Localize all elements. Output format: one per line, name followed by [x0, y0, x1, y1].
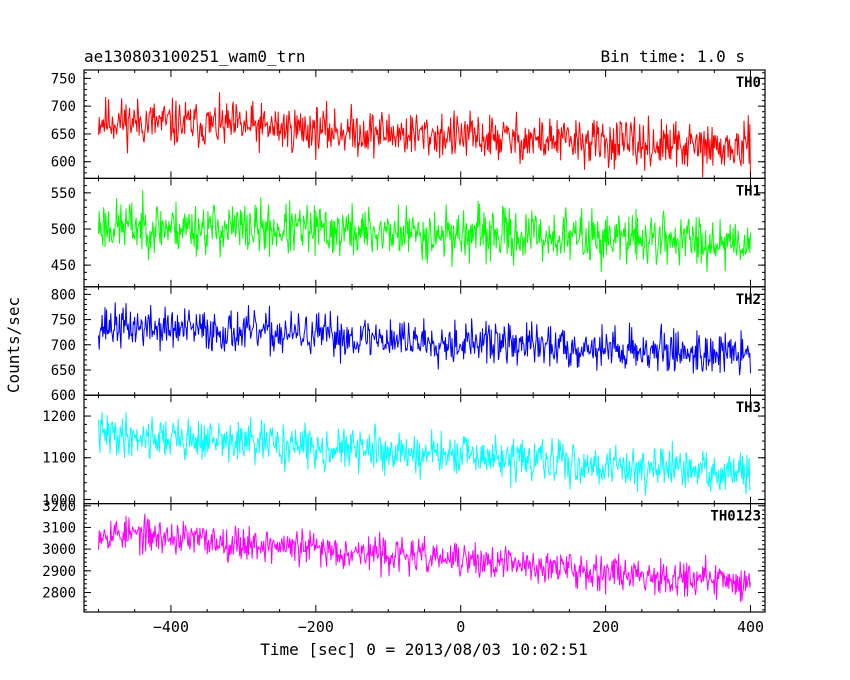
y-axis-label: Counts/sec — [4, 297, 23, 393]
series-label: TH2 — [736, 292, 761, 308]
x-tick-label: 400 — [737, 618, 764, 636]
y-tick-label: 650 — [51, 127, 76, 143]
y-tick-label: 650 — [51, 363, 76, 379]
series-line-th1 — [98, 190, 751, 273]
y-tick-label: 600 — [51, 388, 76, 404]
y-tick-label: 500 — [51, 222, 76, 238]
panel-th3: 1000 1100 1200 TH3 — [42, 394, 766, 508]
y-tick-label: 1100 — [42, 451, 76, 467]
panel-frame — [83, 503, 766, 613]
y-tick-label: 2900 — [42, 564, 76, 580]
y-tick-label: 800 — [51, 287, 76, 303]
series-label: TH0123 — [710, 509, 761, 525]
y-tick-label: 3000 — [42, 542, 76, 558]
x-tick-label: −400 — [153, 618, 189, 636]
y-tick-label: 3200 — [42, 499, 76, 515]
panel-th2: 600 650 700 750 800 TH2 — [51, 286, 766, 404]
series-line-th0123 — [98, 513, 751, 602]
y-tick-label: 550 — [51, 186, 76, 202]
panels-group: 600 650 700 750 TH0 450 500 550 TH1 600 650 700 750 8… — [42, 69, 766, 636]
y-tick-label: 700 — [51, 338, 76, 354]
series-label: TH3 — [736, 400, 761, 416]
y-tick-label: 600 — [51, 155, 76, 171]
y-tick-label: 1200 — [42, 409, 76, 425]
x-tick-label: 200 — [592, 618, 619, 636]
panel-th0123: 2800 2900 3000 3100 3200 TH0123 −400 −200 0 200 40… — [42, 499, 766, 636]
series-line-th0 — [98, 92, 751, 179]
bin-time-label: Bin time: 1.0 s — [601, 47, 746, 66]
x-tick-label: −200 — [298, 618, 334, 636]
series-label: TH1 — [736, 183, 761, 199]
y-tick-label: 450 — [51, 258, 76, 274]
y-tick-label: 2800 — [42, 585, 76, 601]
chart-title: ae130803100251_wam0_trn — [84, 47, 306, 66]
y-tick-label: 750 — [51, 313, 76, 329]
series-line-th3 — [98, 411, 751, 496]
series-label: TH0 — [736, 75, 761, 91]
panel-th0: 600 650 700 750 TH0 — [51, 69, 766, 180]
x-axis-label: Time [sec] 0 = 2013/08/03 10:02:51 — [260, 640, 588, 659]
panel-th1: 450 500 550 TH1 — [51, 177, 766, 288]
series-line-th2 — [98, 302, 751, 376]
y-tick-label: 750 — [51, 71, 76, 87]
y-tick-label: 3100 — [42, 520, 76, 536]
x-tick-label: 0 — [456, 618, 465, 636]
y-tick-label: 700 — [51, 99, 76, 115]
y-tick-label: 1000 — [42, 492, 76, 508]
